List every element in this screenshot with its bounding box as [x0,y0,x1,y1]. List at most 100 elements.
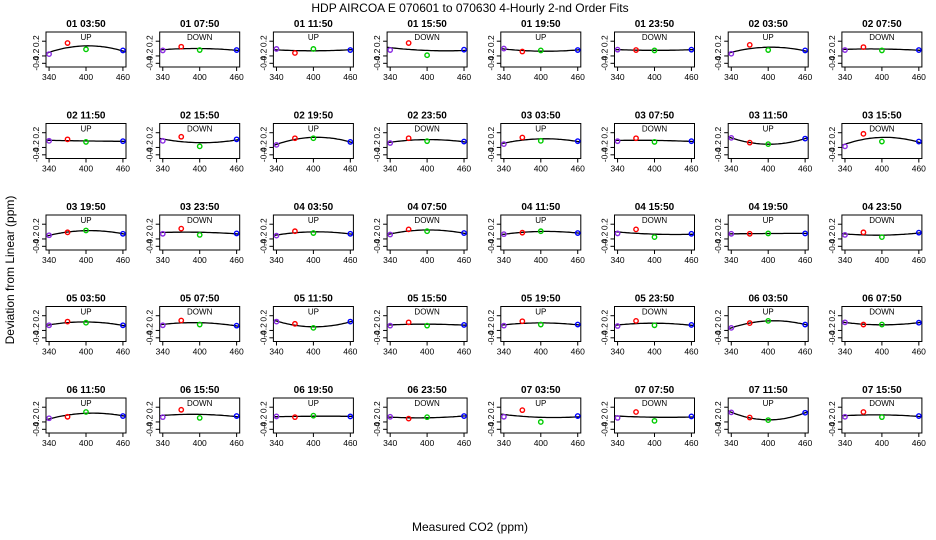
y-tick-label: 0.2 [372,127,382,139]
x-tick-label: 400 [306,255,320,265]
x-tick-label: 400 [79,255,93,265]
panel-time-label: 03 19:50 [66,202,106,213]
y-tick-label: 0.2 [486,218,496,230]
x-tick-label: 460 [571,438,585,448]
x-tick-label: 460 [116,255,130,265]
data-point [860,44,867,51]
y-tick-label: -0.4 [31,422,41,437]
data-point [273,46,280,52]
y-tick-label: -0.2 [145,140,155,155]
panel: 06 19:50 UP 340 400 460 0.2-0.2-0.4 [258,385,357,448]
x-tick-label: 460 [457,438,471,448]
data-point [614,414,621,421]
data-point [196,321,203,328]
fit-curve [387,323,468,326]
y-tick-label: -0.2 [827,140,837,155]
data-point [159,47,166,54]
y-tick-label: -0.4 [827,147,837,162]
x-axis-label: Measured CO2 (ppm) [412,520,528,534]
panel: 04 19:50 UP 340 400 460 0.2-0.2-0.4 [713,202,812,265]
data-point [842,319,848,326]
fit-curve [500,413,581,419]
panel-direction-label: UP [535,399,546,408]
fit-curve [387,415,468,419]
y-tick-label: -0.2 [827,414,837,429]
x-tick-label: 400 [647,164,661,174]
panel: 06 11:50 UP 340 400 460 0.2-0.2-0.4 [31,385,130,448]
data-point [688,413,695,420]
panel-time-label: 02 07:50 [862,19,902,30]
data-point [64,229,71,236]
x-tick-label: 340 [724,255,738,265]
x-tick-label: 460 [343,438,357,448]
panel: 02 07:50 DOWN 340 400 460 0.2-0.2-0.4 [827,19,926,82]
y-tick-label: -0.2 [600,140,610,155]
x-tick-label: 460 [343,255,357,265]
y-tick-label: -0.4 [713,147,723,162]
fit-curve [273,231,354,237]
y-tick-label: -0.4 [372,422,382,437]
fit-curve [841,48,922,52]
panel: 05 11:50 UP 340 400 460 0.2-0.2-0.4 [258,294,357,357]
data-point [178,406,185,413]
fit-curve [45,321,127,327]
data-point [292,135,298,142]
fit-curve [841,321,922,326]
data-point [347,47,354,53]
x-tick-label: 460 [343,347,357,357]
x-tick-label: 460 [116,72,130,82]
data-point [310,135,317,142]
fit-curve [727,410,809,421]
y-tick-label: 0.2 [486,35,496,47]
y-tick-label: -0.4 [713,330,723,345]
data-point [614,230,621,237]
fit-curve [500,230,581,236]
fit-curve [273,415,354,418]
y-tick-label: 0.2 [827,35,837,47]
data-point [633,226,639,233]
y-tick-label: -0.2 [713,414,723,429]
panel-direction-label: DOWN [187,308,213,317]
data-point [233,413,240,419]
y-tick-label: 0.2 [145,310,155,322]
data-point [159,322,166,329]
data-point [879,321,885,328]
x-tick-label: 460 [116,164,130,174]
y-tick-label: -0.2 [258,414,268,429]
x-tick-label: 460 [684,438,698,448]
data-point [292,50,298,56]
fit-curve [841,136,923,147]
panel: 06 23:50 DOWN 340 400 460 0.2-0.2-0.4 [372,385,471,448]
panel-time-label: 06 11:50 [67,385,106,396]
x-tick-label: 400 [306,347,320,357]
x-tick-label: 340 [42,255,56,265]
y-tick-label: 0.2 [486,127,496,139]
y-tick-label: 0.2 [600,310,610,322]
data-point [879,138,885,145]
x-tick-label: 340 [838,72,852,82]
panel-time-label: 05 19:50 [521,294,561,305]
y-tick-label: 0.2 [258,310,268,322]
data-point [178,43,185,50]
data-point [500,141,507,148]
y-tick-label: -0.2 [486,414,496,429]
data-point [765,230,772,237]
panel-time-label: 03 23:50 [180,202,220,213]
panel-time-label: 07 07:50 [635,385,675,396]
panel-time-label: 02 23:50 [407,111,447,122]
y-tick-label: -0.2 [258,140,268,155]
panel-time-label: 06 15:50 [180,385,220,396]
x-tick-label: 400 [420,164,434,174]
data-point [651,417,658,424]
y-tick-label: 0.2 [827,218,837,230]
data-point [273,413,280,420]
panel-direction-label: DOWN [414,125,440,134]
data-point [728,134,735,141]
y-tick-label: -0.2 [713,231,723,246]
y-tick-label: -0.2 [145,48,155,63]
y-tick-label: -0.4 [31,147,41,162]
data-point [83,227,89,234]
data-point [292,320,298,327]
data-point [651,47,658,54]
panel-time-label: 07 15:50 [862,385,902,396]
